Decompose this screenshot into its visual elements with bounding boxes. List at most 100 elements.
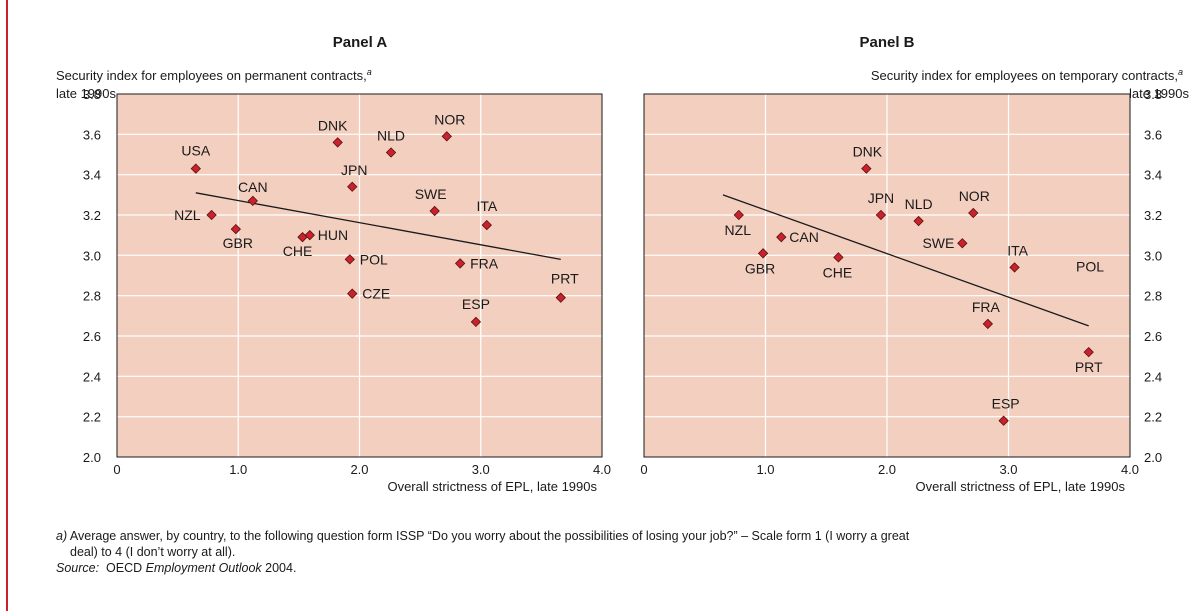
footnote-superscript: a [1178,67,1183,77]
point-label-prt: PRT [551,271,579,287]
point-label-hun: HUN [318,227,348,243]
panel-a: Panel A Security index for employees on p… [56,34,611,494]
panel-b: Panel B Security index for employees on t… [640,34,1189,494]
source-title: Employment Outlook [145,561,262,575]
point-marker-esp [470,316,482,328]
x-tick-label: 1.0 [756,462,774,477]
x-tick-label: 4.0 [593,462,611,477]
x-tick-label: 0 [640,462,647,477]
point-marker-swe [957,238,968,249]
point-label-esp: ESP [992,396,1020,412]
point-label-swe: SWE [415,186,447,202]
trend-line [722,194,1089,327]
y-tick-label: 2.2 [1144,410,1162,425]
y-tick-label: 2.0 [83,450,101,465]
point-marker-prt [555,292,566,303]
y-tick-label: 3.4 [83,168,101,183]
point-label-jpn: JPN [868,190,894,206]
y-tick-label: 3.0 [83,248,101,263]
y-tick-label: 2.4 [1144,369,1162,384]
point-label-nld: NLD [905,196,933,212]
point-marker-che [833,252,844,263]
plot-frame [643,93,1131,458]
y-tick-label: 2.4 [83,369,101,384]
y-tick-label: 2.6 [1144,329,1162,344]
point-label-nld: NLD [377,127,405,143]
x-tick-label: 1.0 [229,462,247,477]
point-label-swe: SWE [922,235,954,251]
point-label-usa: USA [181,143,210,159]
point-marker-hun [304,230,315,241]
trend-line [195,192,561,261]
point-marker-nzl [206,209,217,221]
point-marker-jpn [875,209,887,221]
point-marker-gbr [757,248,769,259]
point-label-che: CHE [823,264,853,280]
plot-frame [116,93,603,458]
point-label-ita: ITA [1007,242,1028,258]
y-tick-label: 2.2 [83,410,101,425]
point-label-nor: NOR [434,111,465,127]
point-label-can: CAN [789,229,819,245]
y-tick-label: 2.8 [1144,289,1162,304]
y-tick-label: 3.8 [83,87,101,102]
panel-title: Panel B [859,34,914,51]
footnote-text-2: deal) to 4 (I don’t worry at all). [70,545,236,559]
y-axis-label-line-2: late 1990s [56,86,116,101]
point-marker-ita [481,219,492,231]
x-tick-label: 3.0 [472,462,490,477]
point-label-esp: ESP [462,296,490,312]
charts-figure: Panel A Security index for employees on p… [56,34,1189,494]
footnote-superscript: a [367,67,372,77]
point-label-dnk: DNK [318,117,348,133]
y-tick-label: 3.0 [1144,248,1162,263]
point-marker-pol [344,254,355,265]
point-label-fra: FRA [972,299,1001,315]
point-marker-fra [454,258,466,269]
point-label-prt: PRT [1075,359,1103,375]
y-tick-label: 3.8 [1144,87,1162,102]
x-axis-label: Overall strictness of EPL, late 1990s [387,479,597,494]
point-marker-swe [429,205,440,217]
point-marker-cze [347,288,358,299]
point-label-fra: FRA [470,255,499,271]
point-label-nor: NOR [959,188,990,204]
point-label-nzl: NZL [725,222,752,238]
point-marker-fra [982,318,994,330]
chart-notes: a) Average answer, by country, to the fo… [56,528,1186,576]
x-tick-label: 2.0 [878,462,896,477]
source-year: 2004. [261,561,297,575]
point-marker-nld [385,147,397,158]
point-label-gbr: GBR [745,260,775,276]
x-axis-label: Overall strictness of EPL, late 1990s [915,479,1125,494]
point-marker-prt [1083,346,1094,358]
point-marker-nld [913,215,924,227]
y-tick-label: 3.6 [83,127,101,142]
y-tick-label: 2.0 [1144,450,1162,465]
point-marker-dnk [332,137,343,148]
y-tick-label: 2.8 [83,289,101,304]
footnote-marker: a) [56,529,68,543]
point-label-nzl: NZL [174,207,201,223]
point-label-che: CHE [283,243,313,259]
point-marker-esp [998,415,1009,426]
source-line: Source: OECD Employment Outlook 2004. [56,560,1186,576]
y-axis-label-line-1: Security index for employees on permanen… [56,67,372,83]
point-label-pol: POL [360,251,388,267]
y-tick-label: 2.6 [83,329,101,344]
y-tick-label: 3.6 [1144,127,1162,142]
y-tick-label: 3.4 [1144,168,1162,183]
point-marker-jpn [347,181,358,192]
point-marker-ita [1009,262,1020,273]
footnote-line-1: a) Average answer, by country, to the fo… [56,528,1186,544]
point-marker-can [247,195,258,207]
point-marker-dnk [861,163,872,174]
point-marker-nzl [733,209,744,221]
point-marker-nor [441,131,452,142]
y-tick-label: 3.2 [1144,208,1162,223]
x-tick-label: 0 [113,462,120,477]
point-marker-gbr [230,223,241,235]
y-axis-label-line-2: late 1990s [1129,86,1189,101]
point-marker-usa [190,163,201,174]
point-marker-can [776,232,787,243]
